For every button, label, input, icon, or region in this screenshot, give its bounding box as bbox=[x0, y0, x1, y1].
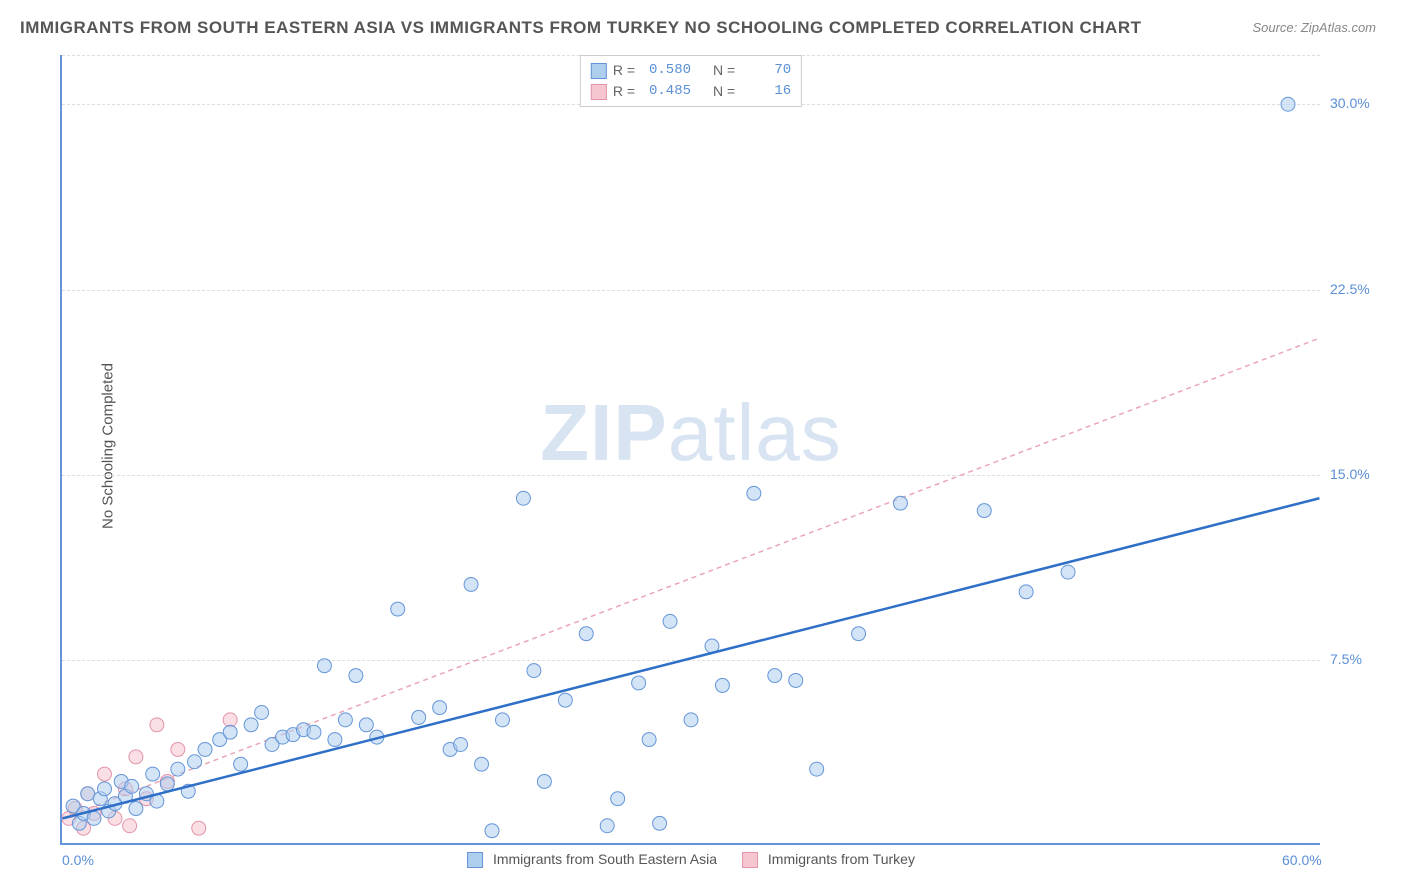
y-tick-label: 22.5% bbox=[1330, 281, 1390, 297]
y-tick-label: 7.5% bbox=[1330, 651, 1390, 667]
scatter-point bbox=[98, 782, 112, 796]
scatter-point bbox=[579, 627, 593, 641]
correlation-legend: R = 0.580 N = 70 R = 0.485 N = 16 bbox=[580, 55, 802, 107]
scatter-point bbox=[516, 491, 530, 505]
scatter-point bbox=[328, 733, 342, 747]
plot-area: ZIPatlas R = 0.580 N = 70 R = 0.485 N = … bbox=[60, 55, 1320, 845]
scatter-point bbox=[171, 762, 185, 776]
trend-line-b bbox=[63, 338, 1320, 818]
legend-text-a: Immigrants from South Eastern Asia bbox=[493, 851, 717, 867]
scatter-point bbox=[632, 676, 646, 690]
n-value-a: 70 bbox=[741, 60, 791, 81]
legend-row-a: R = 0.580 N = 70 bbox=[591, 60, 791, 81]
scatter-point bbox=[893, 496, 907, 510]
scatter-point bbox=[171, 742, 185, 756]
scatter-point bbox=[129, 750, 143, 764]
scatter-point bbox=[977, 504, 991, 518]
scatter-point bbox=[81, 787, 95, 801]
scatter-point bbox=[600, 819, 614, 833]
r-value-b: 0.485 bbox=[641, 81, 691, 102]
scatter-point bbox=[611, 792, 625, 806]
series-legend: Immigrants from South Eastern Asia Immig… bbox=[467, 851, 915, 868]
scatter-point bbox=[852, 627, 866, 641]
scatter-point bbox=[234, 757, 248, 771]
scatter-point bbox=[1061, 565, 1075, 579]
trend-line-a bbox=[63, 498, 1320, 818]
scatter-point bbox=[495, 713, 509, 727]
n-value-b: 16 bbox=[741, 81, 791, 102]
chart-canvas bbox=[62, 55, 1320, 843]
y-tick-label: 15.0% bbox=[1330, 466, 1390, 482]
scatter-point bbox=[129, 802, 143, 816]
scatter-point bbox=[391, 602, 405, 616]
scatter-point bbox=[223, 725, 237, 739]
scatter-point bbox=[317, 659, 331, 673]
x-tick-label: 0.0% bbox=[62, 852, 94, 868]
r-value-a: 0.580 bbox=[641, 60, 691, 81]
n-label: N = bbox=[713, 81, 735, 102]
scatter-point bbox=[188, 755, 202, 769]
scatter-point bbox=[789, 673, 803, 687]
scatter-point bbox=[160, 777, 174, 791]
scatter-point bbox=[527, 664, 541, 678]
scatter-point bbox=[1281, 97, 1295, 111]
scatter-point bbox=[146, 767, 160, 781]
scatter-point bbox=[642, 733, 656, 747]
legend-item-a: Immigrants from South Eastern Asia bbox=[467, 851, 717, 868]
scatter-point bbox=[244, 718, 258, 732]
scatter-point bbox=[338, 713, 352, 727]
r-label: R = bbox=[613, 60, 635, 81]
x-tick-label: 60.0% bbox=[1282, 852, 1322, 868]
scatter-point bbox=[307, 725, 321, 739]
scatter-point bbox=[198, 742, 212, 756]
scatter-point bbox=[537, 774, 551, 788]
scatter-point bbox=[768, 669, 782, 683]
scatter-point bbox=[412, 710, 426, 724]
scatter-point bbox=[663, 614, 677, 628]
legend-swatch-b-icon bbox=[742, 852, 758, 868]
n-label: N = bbox=[713, 60, 735, 81]
scatter-point bbox=[150, 718, 164, 732]
legend-swatch-b bbox=[591, 84, 607, 100]
scatter-point bbox=[125, 779, 139, 793]
legend-swatch-a bbox=[591, 63, 607, 79]
r-label: R = bbox=[613, 81, 635, 102]
scatter-point bbox=[349, 669, 363, 683]
scatter-point bbox=[653, 816, 667, 830]
scatter-point bbox=[747, 486, 761, 500]
scatter-point bbox=[123, 819, 137, 833]
legend-swatch-a-icon bbox=[467, 852, 483, 868]
y-tick-label: 30.0% bbox=[1330, 95, 1390, 111]
legend-row-b: R = 0.485 N = 16 bbox=[591, 81, 791, 102]
scatter-point bbox=[98, 767, 112, 781]
scatter-point bbox=[359, 718, 373, 732]
scatter-point bbox=[454, 738, 468, 752]
scatter-point bbox=[87, 811, 101, 825]
chart-title: IMMIGRANTS FROM SOUTH EASTERN ASIA VS IM… bbox=[20, 18, 1142, 38]
scatter-point bbox=[810, 762, 824, 776]
scatter-point bbox=[558, 693, 572, 707]
legend-text-b: Immigrants from Turkey bbox=[768, 851, 915, 867]
scatter-point bbox=[1019, 585, 1033, 599]
scatter-point bbox=[684, 713, 698, 727]
scatter-point bbox=[475, 757, 489, 771]
scatter-point bbox=[433, 701, 447, 715]
scatter-point bbox=[464, 577, 478, 591]
scatter-point bbox=[715, 678, 729, 692]
scatter-point bbox=[255, 706, 269, 720]
source-attribution: Source: ZipAtlas.com bbox=[1252, 20, 1376, 35]
scatter-point bbox=[485, 824, 499, 838]
legend-item-b: Immigrants from Turkey bbox=[742, 851, 915, 868]
scatter-point bbox=[192, 821, 206, 835]
